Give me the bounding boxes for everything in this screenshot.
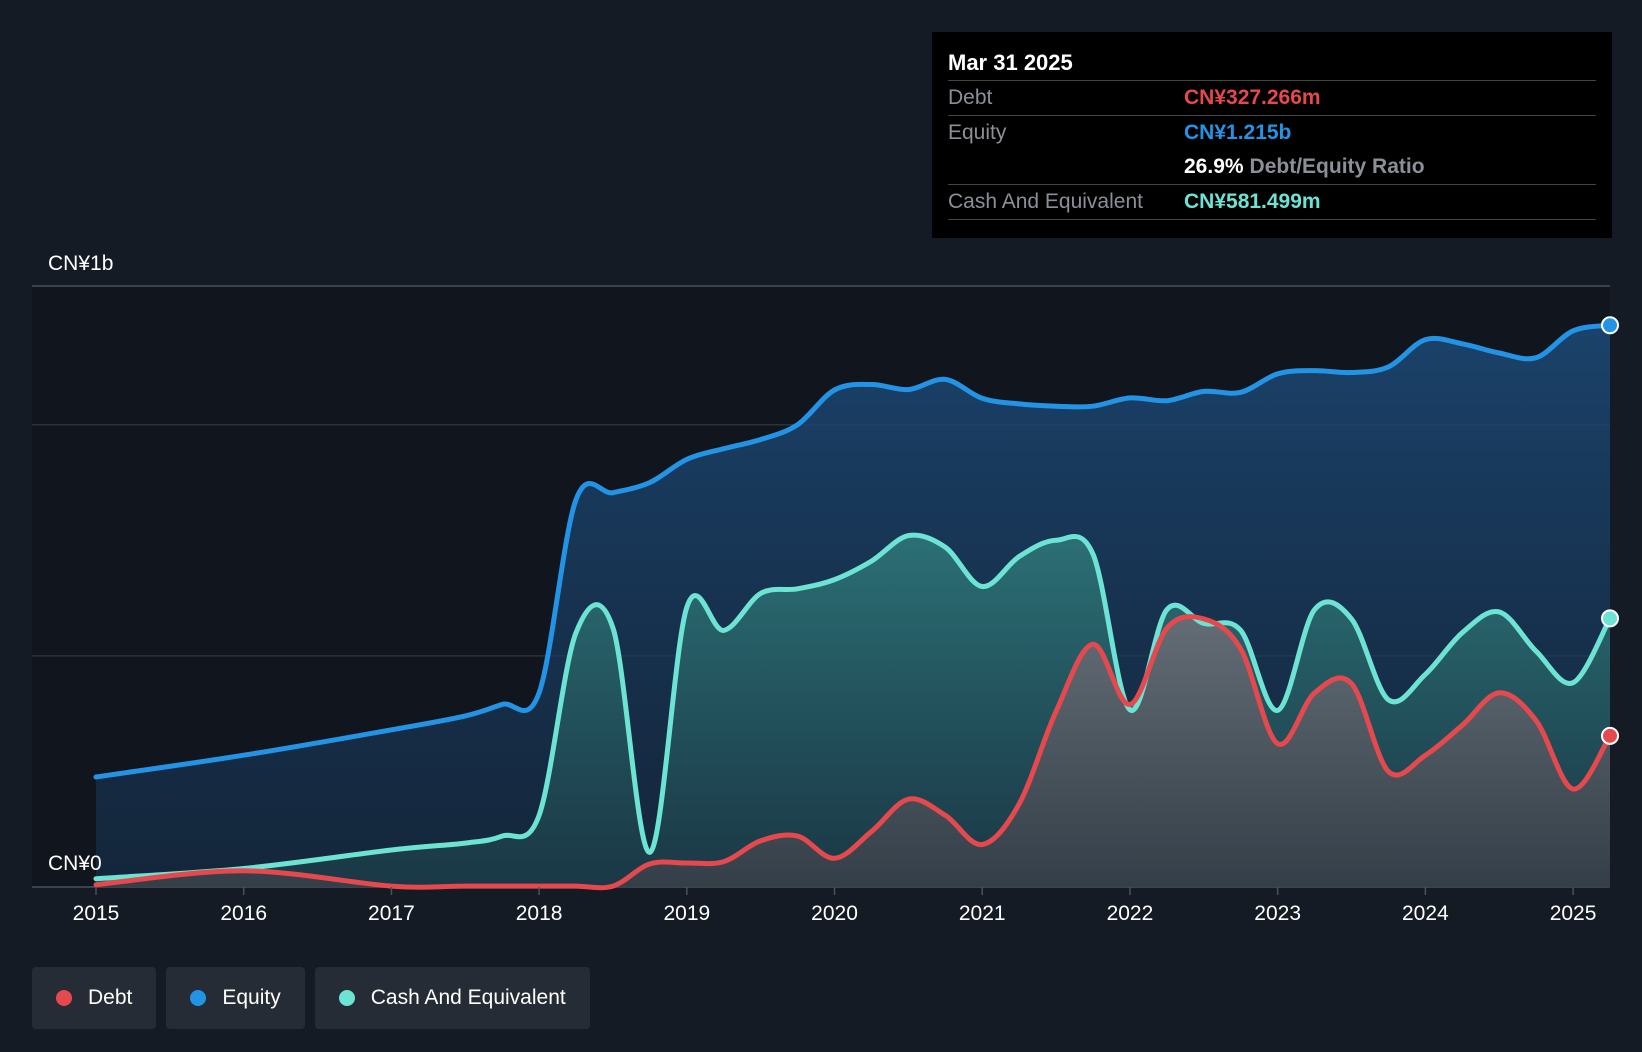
x-tick-label: 2017: [368, 902, 415, 925]
tooltip-equity-label: Equity: [948, 121, 1007, 144]
tooltip-debt-label: Debt: [948, 86, 993, 109]
x-tick-label: 2020: [811, 902, 858, 925]
legend-label-cash: Cash And Equivalent: [370, 986, 566, 1009]
tooltip-equity-value: CN¥1.215b: [1184, 121, 1292, 144]
legend: Debt Equity Cash And Equivalent: [32, 967, 600, 1029]
tooltip-debt-value: CN¥327.266m: [1184, 86, 1321, 109]
tooltip-cash-label: Cash And Equivalent: [948, 190, 1143, 213]
legend-item-debt[interactable]: Debt: [32, 967, 157, 1029]
tooltip-panel: Mar 31 2025 Debt CN¥327.266m Equity CN¥1…: [932, 32, 1612, 238]
y-axis-top-label: CN¥1b: [48, 252, 113, 275]
y-axis-bottom-label: CN¥0: [48, 852, 102, 875]
tooltip-cash-value: CN¥581.499m: [1184, 190, 1321, 213]
legend-item-equity[interactable]: Equity: [166, 967, 305, 1029]
x-tick-label: 2024: [1402, 902, 1449, 925]
x-tick-label: 2021: [959, 902, 1006, 925]
tooltip-ratio-value: 26.9%: [1184, 155, 1244, 178]
equity-line: [93, 322, 1613, 780]
x-tick-label: 2025: [1550, 902, 1597, 925]
legend-dot-cash-icon: [338, 990, 355, 1006]
tooltip-debt-row: Debt CN¥327.266m: [948, 81, 1596, 116]
tooltip-cash-row: Cash And Equivalent CN¥581.499m: [948, 185, 1596, 220]
tooltip-equity-row: Equity CN¥1.215b: [948, 116, 1596, 150]
x-tick-label: 2016: [220, 902, 267, 925]
legend-dot-debt-icon: [56, 990, 72, 1006]
debt-line: [93, 614, 1613, 891]
tooltip-ratio-label: Debt/Equity Ratio: [1249, 155, 1425, 178]
legend-label-equity: Equity: [222, 986, 281, 1009]
cash-line: [93, 532, 1613, 882]
tooltip-date: Mar 31 2025: [948, 46, 1596, 81]
legend-label-debt: Debt: [88, 986, 133, 1009]
x-tick-label: 2018: [516, 902, 563, 925]
x-tick-label: 2019: [663, 902, 710, 925]
x-tick-label: 2015: [73, 902, 120, 925]
legend-item-cash[interactable]: Cash And Equivalent: [314, 967, 590, 1029]
x-tick-label: 2022: [1107, 902, 1154, 925]
debt-area: [96, 616, 1610, 888]
legend-dot-equity-icon: [190, 990, 207, 1006]
debt-end-point: [1601, 726, 1619, 745]
x-tick-label: 2023: [1254, 902, 1301, 925]
cash-end-point: [1601, 609, 1619, 628]
tooltip-ratio-row: 26.9% Debt/Equity Ratio: [948, 150, 1596, 185]
equity-end-point: [1601, 316, 1619, 335]
